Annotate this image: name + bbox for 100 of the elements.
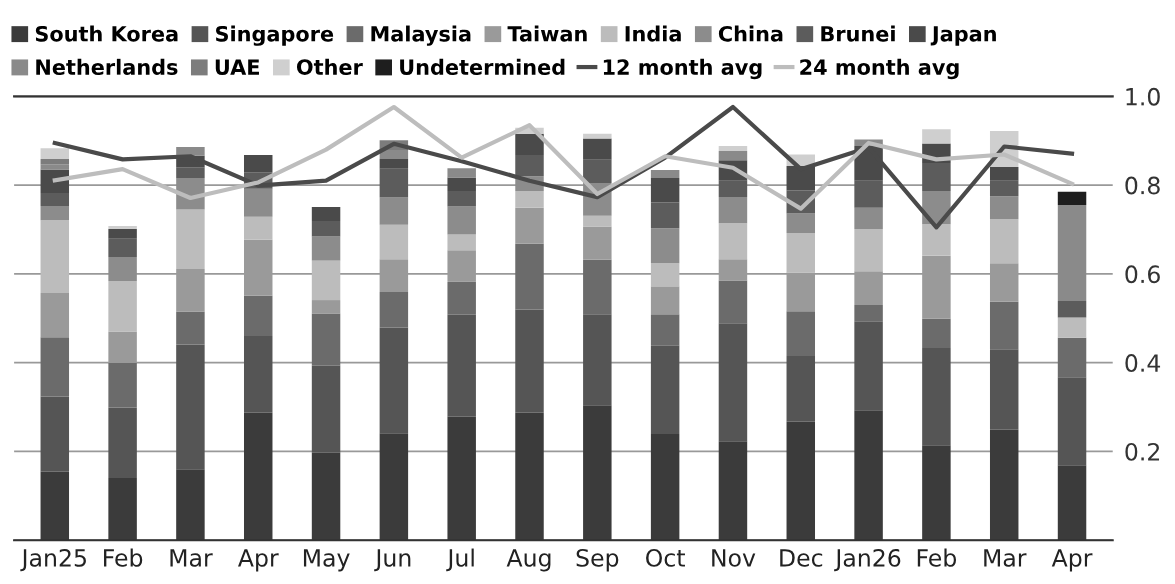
bar [718, 150, 748, 161]
bar [515, 133, 544, 155]
legend-label: South Korea [35, 25, 178, 42]
bar [989, 180, 1019, 197]
bar [650, 228, 680, 264]
bar [583, 138, 612, 160]
bar [40, 148, 70, 159]
legend-label: Malaysia [371, 25, 471, 46]
bar [650, 314, 680, 346]
bar [854, 180, 883, 208]
bar [40, 193, 70, 206]
bar [311, 300, 341, 314]
y-tick-label: 0.6 [1125, 265, 1160, 284]
bar [786, 233, 816, 273]
legend-label: Brunei [821, 25, 895, 42]
bar [40, 205, 70, 221]
bar [718, 180, 748, 198]
bar [311, 206, 341, 222]
bar [108, 363, 137, 408]
bar [650, 286, 680, 315]
legend-label: 12 month avg [603, 58, 762, 80]
bar [583, 314, 612, 406]
bar [40, 220, 70, 293]
bar [922, 162, 951, 191]
bar [176, 167, 205, 179]
bar [989, 166, 1019, 181]
bar [650, 202, 680, 229]
bar [447, 168, 476, 178]
bar [583, 226, 612, 260]
legend-label: Singapore [216, 25, 334, 46]
bar [447, 234, 476, 251]
x-tick-label: Aug [506, 549, 551, 572]
bar [650, 263, 680, 287]
legend-label: Undetermined [400, 58, 565, 75]
legend-label: Japan [930, 26, 996, 46]
x-tick-label: Mar [170, 549, 213, 567]
bar [989, 349, 1019, 430]
x-tick-label: Jan26 [834, 548, 901, 572]
bar [650, 345, 680, 435]
bar [108, 407, 137, 479]
x-tick-label: Jun [374, 549, 411, 572]
bar [379, 224, 409, 260]
bar [515, 190, 544, 208]
bar [515, 309, 544, 413]
bar [854, 304, 883, 322]
legend-label: India [625, 25, 681, 42]
bar [176, 311, 205, 345]
bar [786, 213, 816, 234]
bar [583, 133, 612, 139]
bar [40, 158, 70, 165]
bar [989, 301, 1019, 350]
bar [244, 154, 273, 173]
bar [650, 178, 680, 203]
x-tick-label: Nov [712, 549, 756, 567]
bar [40, 396, 70, 472]
bar [108, 257, 137, 281]
bar [379, 158, 409, 169]
bar [583, 259, 612, 315]
y-tick-label: 0.8 [1125, 176, 1160, 195]
y-tick-label: 1.0 [1126, 87, 1160, 106]
bar [311, 313, 341, 366]
bar [854, 207, 883, 230]
bar [108, 238, 137, 258]
bar [854, 321, 883, 411]
bar [922, 348, 951, 446]
bar [379, 327, 409, 434]
bar [379, 150, 409, 159]
x-tick-label: Jul [446, 548, 474, 572]
bar [1057, 377, 1087, 466]
bar [311, 365, 341, 453]
bar [1057, 205, 1087, 301]
bar [244, 188, 273, 217]
legend-label: Netherlands [36, 58, 178, 75]
x-tick-label: Apr [1051, 549, 1093, 572]
bar [922, 224, 951, 256]
bar [447, 206, 476, 235]
bar [583, 159, 612, 183]
bar [244, 295, 273, 337]
bar [515, 207, 544, 244]
x-tick-label: Feb [917, 548, 957, 567]
y-tick-label: 0.2 [1125, 442, 1160, 461]
bar [108, 225, 137, 230]
x-tick-label: Mar [984, 549, 1027, 567]
bar [447, 177, 476, 191]
y-tick-label: 0.4 [1125, 354, 1161, 372]
bar [40, 337, 70, 397]
bar [989, 196, 1019, 220]
legend-label: 24 month avg [800, 58, 959, 80]
bar [1057, 337, 1087, 378]
x-tick-label: Oct [646, 548, 685, 567]
bar [786, 356, 816, 422]
bar [176, 209, 205, 270]
bar [311, 236, 341, 261]
bar [854, 229, 883, 272]
legend-label: UAE [215, 59, 259, 75]
bar [447, 190, 476, 207]
bar [1057, 191, 1087, 206]
x-tick-label: May [303, 549, 350, 572]
bar [718, 197, 748, 224]
bar [108, 281, 137, 332]
